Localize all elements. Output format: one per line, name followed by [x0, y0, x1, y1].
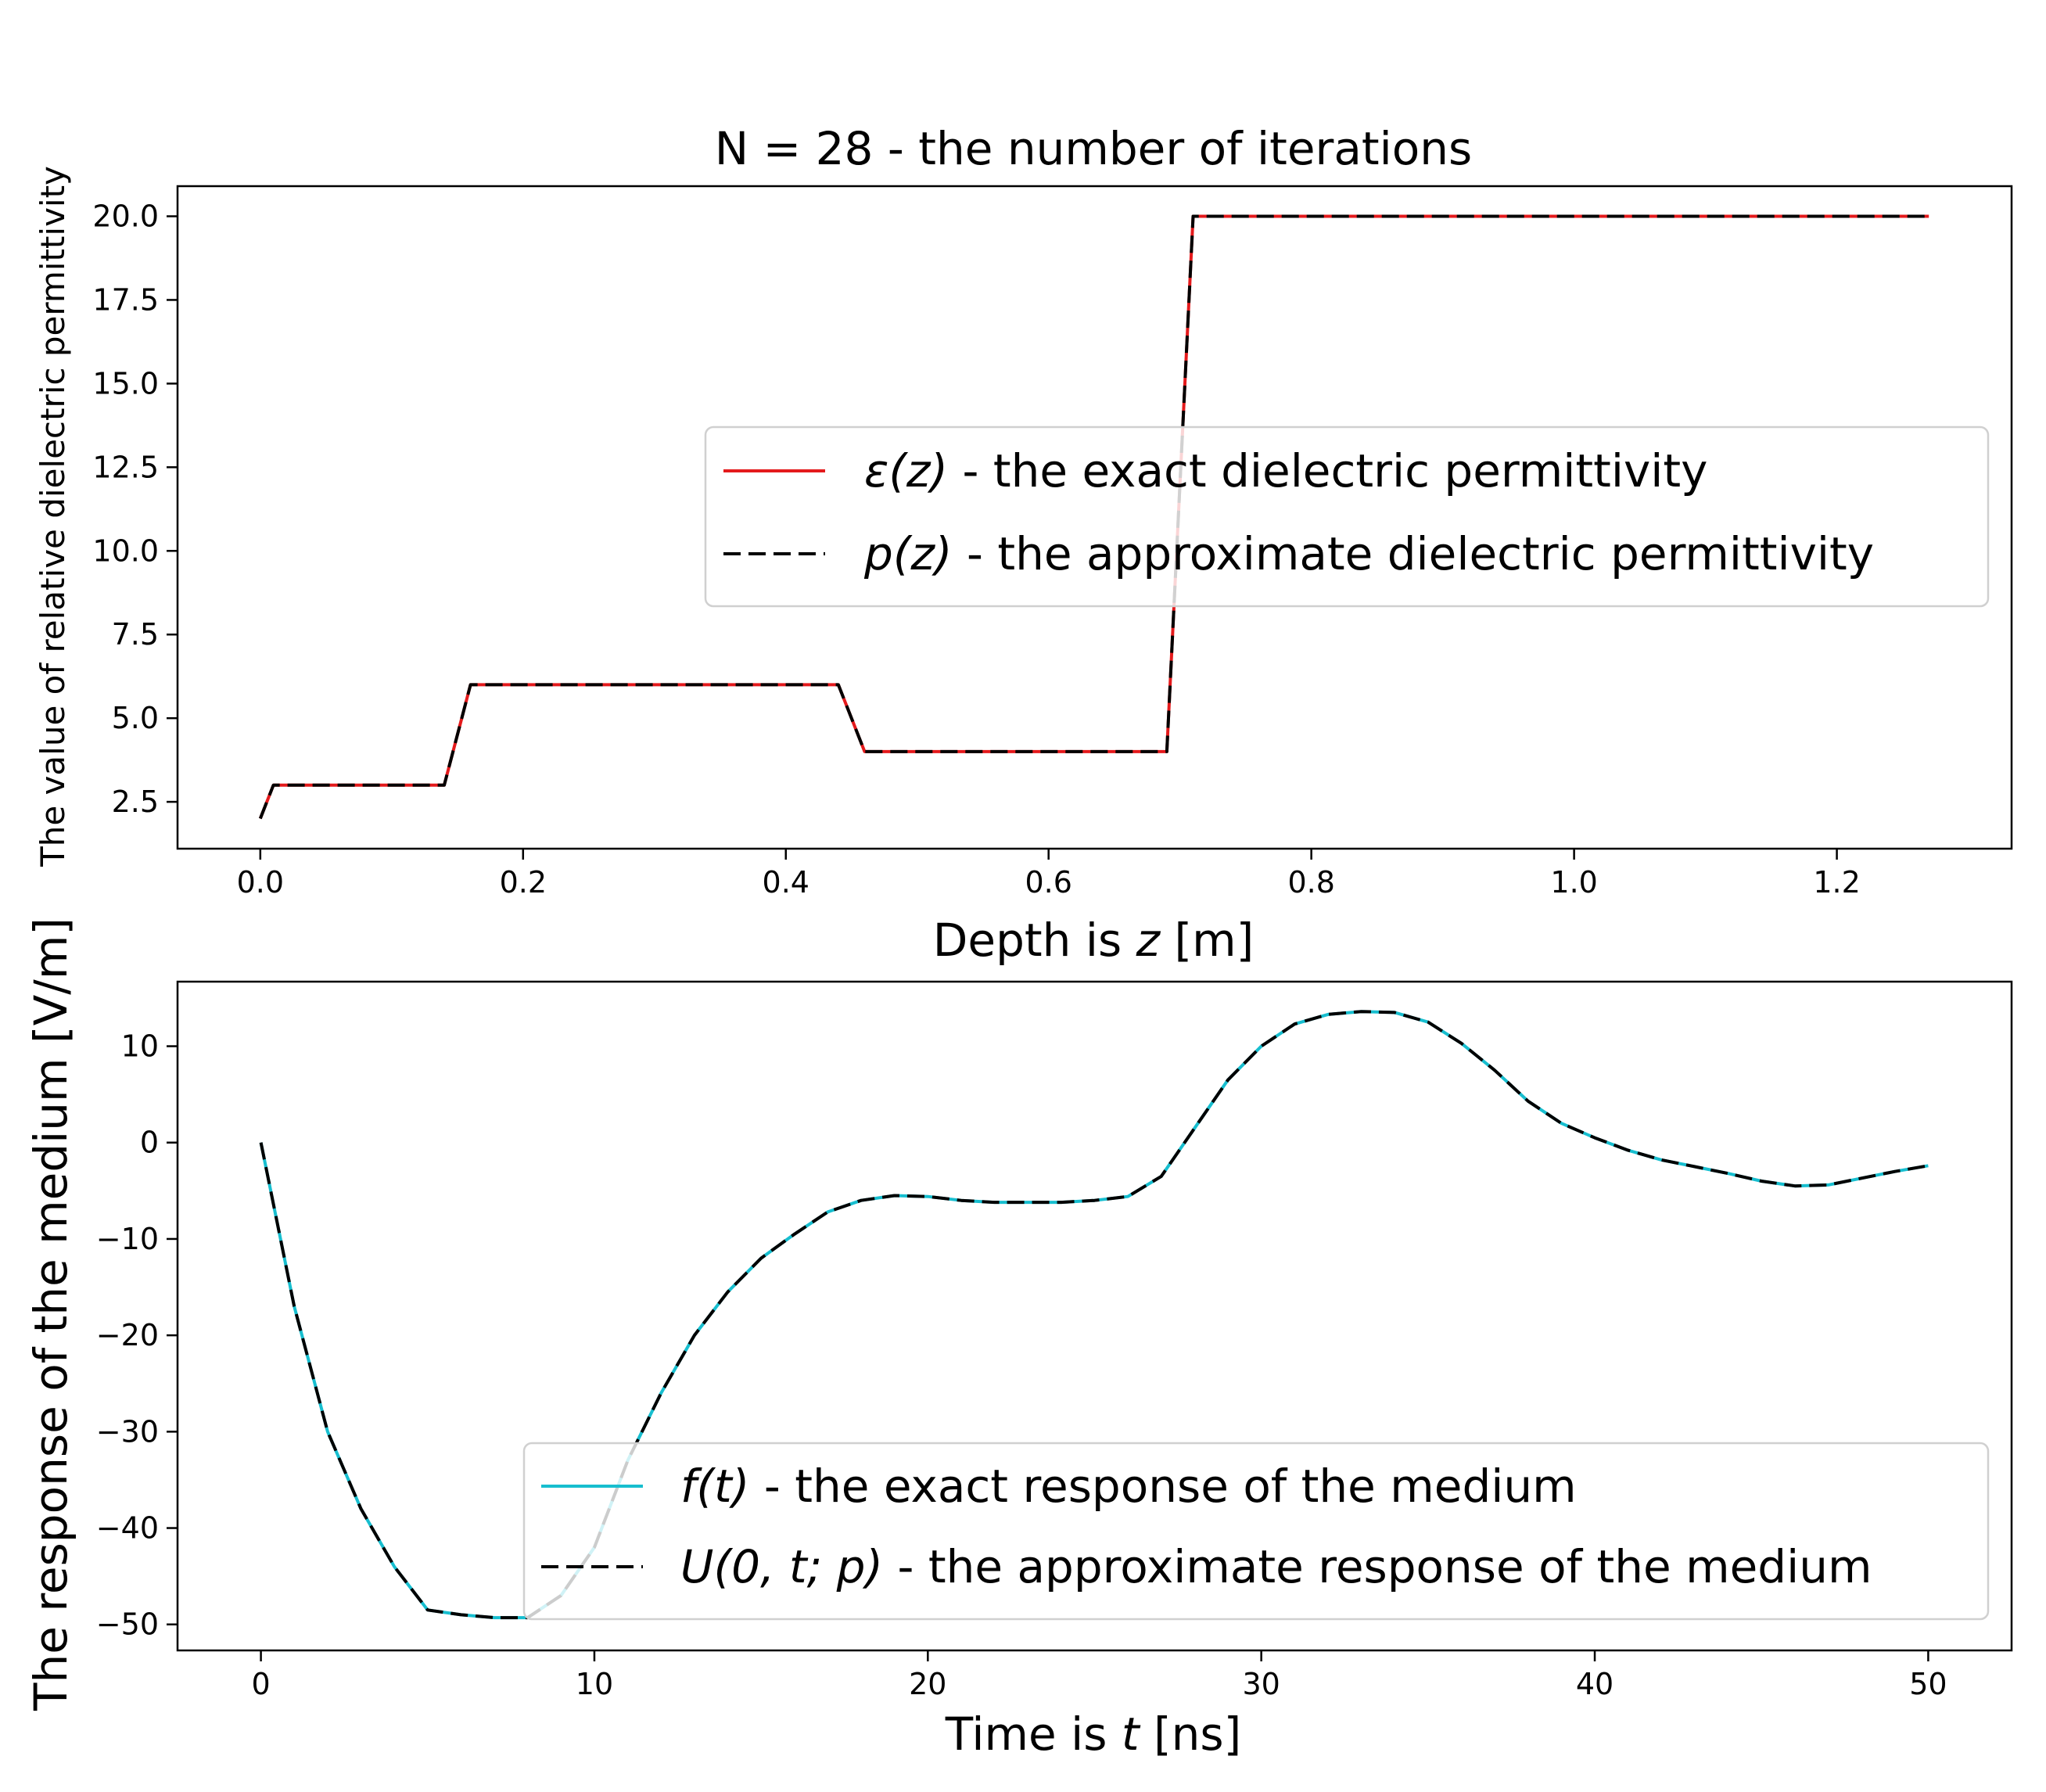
permittivity-y-tick-label: 12.5	[92, 450, 159, 484]
permittivity-x-tick-label: 0.4	[763, 865, 809, 900]
legend-label-exact-response: f(t) - the exact response of the medium	[680, 1460, 1577, 1513]
permittivity-ticks-group: 0.0 0.2 0.4 0.6 0.8 1.0 1.2 2.5 5.0 7.5 10.0 12.5 15…	[92, 199, 1860, 900]
permittivity-y-tick-label: 7.5	[112, 617, 159, 652]
permittivity-x-axis-label: Depth is z [m]	[933, 914, 1255, 967]
permittivity-x-tick-label: 0.8	[1287, 865, 1334, 900]
response-legend: f(t) - the exact response of the medium …	[522, 1442, 1990, 1621]
response-y-tick-label: −40	[96, 1511, 159, 1546]
response-x-tick-label: 20	[909, 1667, 946, 1701]
chart-title: N = 28 - the number of iterations	[715, 122, 1472, 175]
permittivity-y-tick-label: 20.0	[92, 199, 159, 234]
response-y-tick-label: −50	[96, 1607, 159, 1642]
response-x-tick-label: 30	[1243, 1667, 1280, 1701]
legend-label-exact-permittivity: ε(z) - the exact dielectric permittivity	[864, 444, 1707, 497]
permittivity-plot-frame	[176, 185, 2013, 850]
permittivity-chart: N = 28 - the number of iterations 0.0 0.2…	[34, 122, 2013, 967]
response-y-axis-label: The response of the medium [V/m]	[24, 918, 77, 1711]
permittivity-y-tick-label: 10.0	[92, 533, 159, 568]
permittivity-legend-box	[704, 426, 1990, 608]
response-x-tick-label: 40	[1576, 1667, 1613, 1701]
permittivity-x-tick-label: 0.6	[1025, 865, 1071, 900]
permittivity-x-tick-label: 0.0	[237, 865, 284, 900]
response-legend-box	[522, 1442, 1990, 1621]
response-x-tick-label: 50	[1909, 1667, 1947, 1701]
response-y-tick-label: 0	[140, 1126, 159, 1160]
permittivity-y-tick-label: 17.5	[92, 282, 159, 317]
permittivity-x-tick-label: 0.2	[500, 865, 547, 900]
response-x-tick-label: 0	[251, 1667, 270, 1701]
permittivity-y-tick-label: 5.0	[112, 701, 159, 735]
response-chart: f(t) - the exact response of the medium …	[24, 918, 2013, 1761]
response-ticks-group: 0 10 20 30 40 50 −50 −40 −30 −20 −10 0 10	[96, 1029, 1947, 1701]
permittivity-x-tick-label: 1.2	[1813, 865, 1860, 900]
response-y-tick-label: −10	[96, 1222, 159, 1256]
permittivity-y-tick-label: 2.5	[112, 785, 159, 819]
response-x-tick-label: 10	[576, 1667, 613, 1701]
response-plot-frame	[176, 980, 2013, 1652]
response-x-axis-label: Time is t [ns]	[945, 1708, 1242, 1761]
permittivity-y-tick-label: 15.0	[92, 366, 159, 400]
permittivity-y-axis-label: The value of relative dielectric permitt…	[34, 166, 72, 867]
permittivity-x-tick-label: 1.0	[1550, 865, 1597, 900]
permittivity-legend: ε(z) - the exact dielectric permittivity…	[704, 426, 1990, 608]
permittivity-series-approximate	[258, 214, 1929, 820]
response-y-tick-label: 10	[121, 1029, 159, 1064]
response-y-tick-label: −20	[96, 1318, 159, 1352]
permittivity-series-group	[258, 214, 1929, 820]
response-y-tick-label: −30	[96, 1414, 159, 1449]
legend-label-approx-response: U(0, t; p) - the approximate response of…	[680, 1540, 1872, 1593]
legend-label-approx-permittivity: p(z) - the approximate dielectric permit…	[863, 527, 1874, 580]
